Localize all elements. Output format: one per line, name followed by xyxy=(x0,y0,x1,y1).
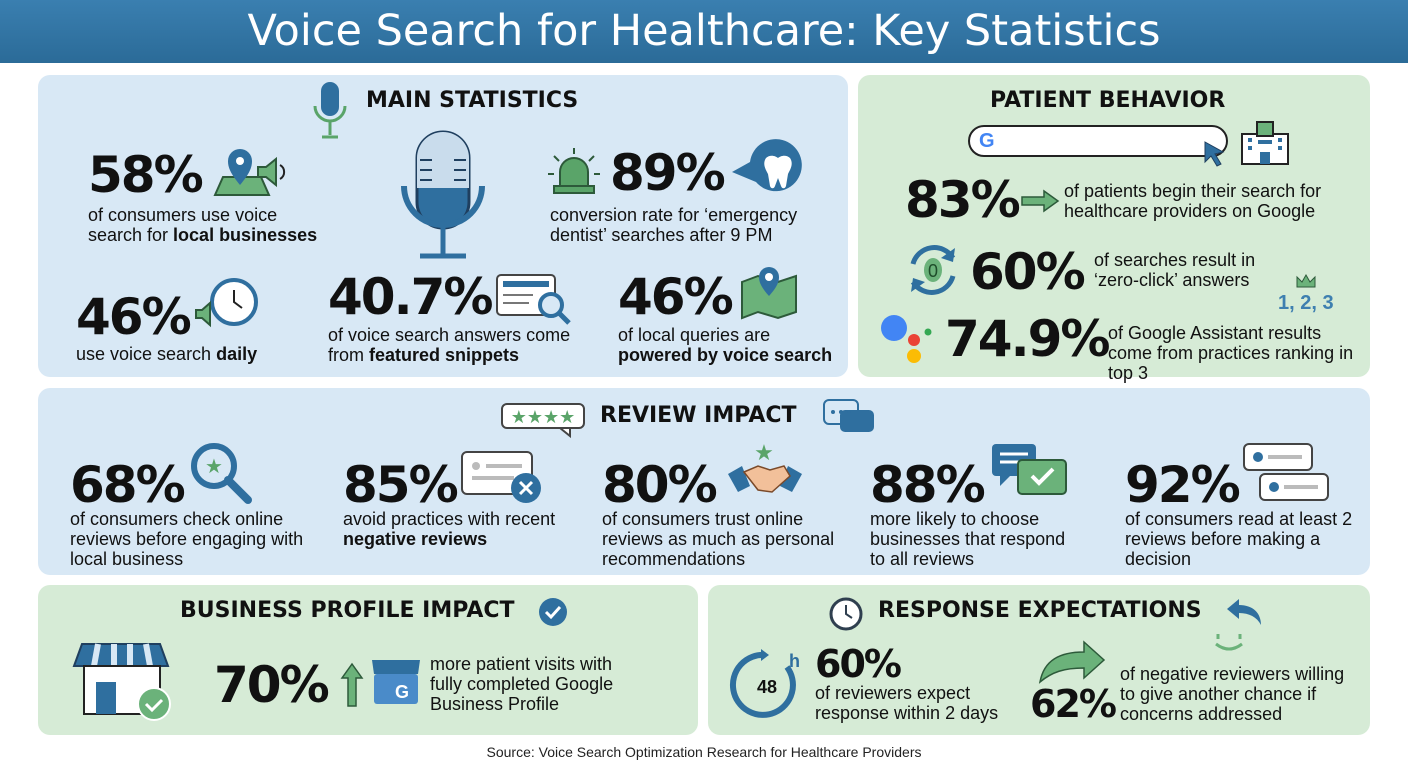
stat-description: of patients begin their search for healt… xyxy=(1064,181,1322,221)
stat-value: 83% xyxy=(905,171,1021,229)
svg-text:G: G xyxy=(395,682,409,702)
stat-description: more patient visits with fully completed… xyxy=(430,654,614,714)
stat-description: more likely to choose businesses that re… xyxy=(870,509,1066,569)
clock-speaker-icon xyxy=(195,278,258,328)
reply-check-icon xyxy=(992,444,1067,495)
page-title: Voice Search for Healthcare: Key Statist… xyxy=(0,0,1408,63)
stat-value: 60% xyxy=(970,243,1086,301)
svg-text:0: 0 xyxy=(928,261,938,281)
map-pin-icon xyxy=(741,267,797,320)
clock-icon xyxy=(829,597,863,631)
stat-value: 70% xyxy=(214,656,330,714)
response-expectations-panel xyxy=(708,585,1370,735)
crown-icon xyxy=(1296,273,1316,288)
magnifier-star-icon: ★ xyxy=(191,443,252,504)
business-profile-title: BUSINESS PROFILE IMPACT xyxy=(180,598,515,623)
timer-unit: h xyxy=(789,651,800,671)
stat-value: 80% xyxy=(602,456,718,514)
stat-value: 58% xyxy=(88,146,204,204)
stat-description: conversion rate for ‘emergency dentist’ … xyxy=(550,205,798,245)
stat-description: of reviewers expect response within 2 da… xyxy=(815,683,999,723)
check-circle-icon xyxy=(539,598,567,626)
ranking-label: 1, 2, 3 xyxy=(1278,292,1334,314)
arrow-right-icon xyxy=(1021,189,1060,213)
stat-value: 74.9% xyxy=(945,310,1110,368)
stat-description: of consumers check online reviews before… xyxy=(70,509,304,569)
stat-description: of consumers use voice search for local … xyxy=(88,205,318,245)
multiple-reviews-icon xyxy=(1243,443,1329,501)
stat-description: of voice search answers come from featur… xyxy=(328,325,571,365)
smiley-icon xyxy=(1215,634,1243,651)
stat-value: 85% xyxy=(343,456,459,514)
google-assistant-icon xyxy=(881,315,932,363)
google-search-bar: G xyxy=(968,125,1228,157)
stat-description: of consumers read at least 2 reviews bef… xyxy=(1125,509,1353,569)
tooth-icon xyxy=(732,139,802,192)
stat-value: 92% xyxy=(1125,456,1241,514)
handshake-star-icon: ★ xyxy=(728,441,802,493)
stat-description: use voice search daily xyxy=(76,344,258,364)
timer-value: 48 xyxy=(757,677,777,697)
stat-value: 46% xyxy=(618,268,734,326)
stat-value: 40.7% xyxy=(328,268,493,326)
stat-value: 88% xyxy=(870,456,986,514)
stat-description: of consumers trust online reviews as muc… xyxy=(602,509,835,569)
cursor-icon xyxy=(1204,141,1225,167)
svg-text:★: ★ xyxy=(754,441,774,466)
patient-behavior-title: PATIENT BEHAVIOR xyxy=(990,88,1226,113)
review-impact-title: REVIEW IMPACT xyxy=(600,403,797,428)
timer-48h-icon: 48 h xyxy=(729,649,800,718)
review-impact-panel xyxy=(38,388,1370,575)
svg-text:★: ★ xyxy=(205,454,223,478)
siren-icon xyxy=(548,148,600,194)
stat-description: of Google Assistant results come from pr… xyxy=(1108,323,1354,383)
hospital-icon xyxy=(1241,121,1289,165)
snippet-search-icon xyxy=(496,274,571,325)
source-note: Source: Voice Search Optimization Resear… xyxy=(486,744,922,760)
storefront-icon xyxy=(72,643,171,721)
stat-value: 46% xyxy=(76,288,192,346)
stat-description: of negative reviewers willing to give an… xyxy=(1120,664,1345,724)
stat-description: of searches result in ‘zero-click’ answe… xyxy=(1094,250,1256,290)
response-expectations-title: RESPONSE EXPECTATIONS xyxy=(878,598,1202,623)
stat-value: 62% xyxy=(1030,682,1117,726)
refresh-zero-icon: 0 xyxy=(910,245,956,295)
reply-arrow-icon xyxy=(1227,599,1261,625)
negative-review-icon xyxy=(461,451,541,503)
star-rating-bubble-icon: ★★★★ xyxy=(501,403,585,439)
stat-value: 68% xyxy=(70,456,186,514)
svg-text:★★★★: ★★★★ xyxy=(511,407,576,428)
arrow-up-icon xyxy=(340,662,364,707)
stat-description: of local queries are powered by voice se… xyxy=(618,325,833,365)
chat-bubbles-icon xyxy=(823,399,874,432)
stat-value: 89% xyxy=(610,144,726,202)
map-pin-speaker-icon xyxy=(213,149,286,196)
google-g-icon: G xyxy=(979,130,995,152)
main-statistics-title: MAIN STATISTICS xyxy=(366,88,579,113)
curved-arrow-icon xyxy=(1038,640,1106,684)
microphone-icon xyxy=(313,82,347,139)
stat-description: avoid practices with recent negative rev… xyxy=(343,509,556,549)
google-business-icon: G xyxy=(372,660,420,704)
stat-value: 60% xyxy=(815,642,902,686)
large-microphone-icon xyxy=(401,130,485,259)
